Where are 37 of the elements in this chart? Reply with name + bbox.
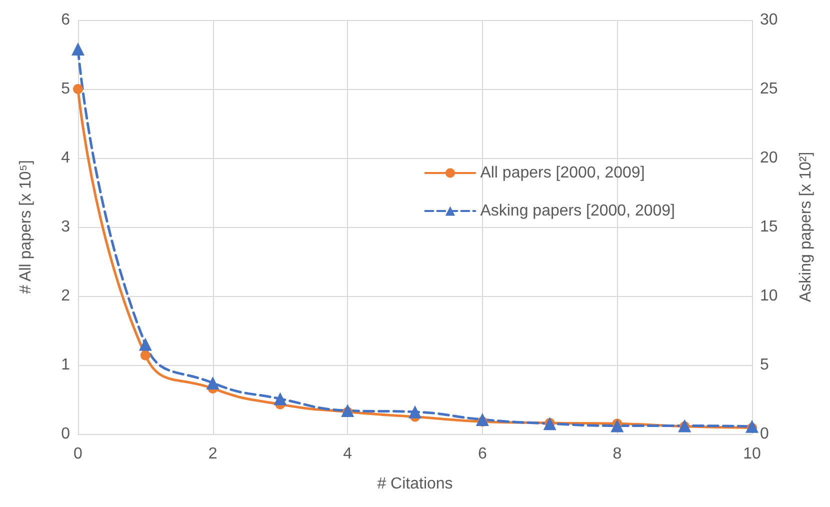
y-tick-label: 1 — [61, 356, 70, 374]
point — [73, 84, 83, 94]
y2-tick-label: 5 — [760, 356, 769, 374]
y2-tick-label: 0 — [760, 426, 769, 442]
x-tick-label: 10 — [743, 446, 761, 462]
y-tick-label: 4 — [61, 150, 70, 166]
x-tick-label: 0 — [74, 446, 83, 462]
point — [476, 413, 489, 426]
y-tick-label: 3 — [61, 218, 70, 236]
point — [206, 376, 220, 390]
y-tick-label: 5 — [61, 80, 70, 98]
y2-axis-title: Asking papers [x 10²] — [798, 152, 814, 302]
y2-tick-label: 30 — [760, 12, 778, 28]
point — [140, 350, 150, 360]
y-axis-title: # All papers [x 10⁵] — [18, 160, 34, 294]
y-tick-label: 0 — [61, 426, 70, 442]
point — [543, 417, 556, 430]
x-tick-label: 4 — [343, 446, 352, 462]
y2-tick-label: 10 — [760, 288, 778, 304]
legend-label: Asking papers [2000, 2009] — [480, 202, 676, 220]
point — [746, 420, 758, 433]
point — [274, 392, 287, 406]
y-tick-label: 2 — [61, 288, 70, 304]
y2-tick-label: 25 — [760, 80, 778, 98]
point — [610, 419, 624, 432]
point — [341, 404, 354, 418]
point — [138, 338, 152, 351]
x-tick-label: 6 — [478, 446, 487, 462]
y2-tick-label: 15 — [760, 218, 778, 236]
legend-label: All papers [2000, 2009] — [480, 164, 645, 182]
point — [408, 405, 422, 418]
y-tick-label: 6 — [61, 12, 70, 28]
x-axis-title: # Citations — [377, 476, 453, 492]
x-tick-label: 2 — [208, 446, 218, 462]
y2-tick-label: 20 — [760, 150, 778, 166]
x-tick-label: 8 — [612, 446, 622, 462]
point — [72, 42, 84, 56]
